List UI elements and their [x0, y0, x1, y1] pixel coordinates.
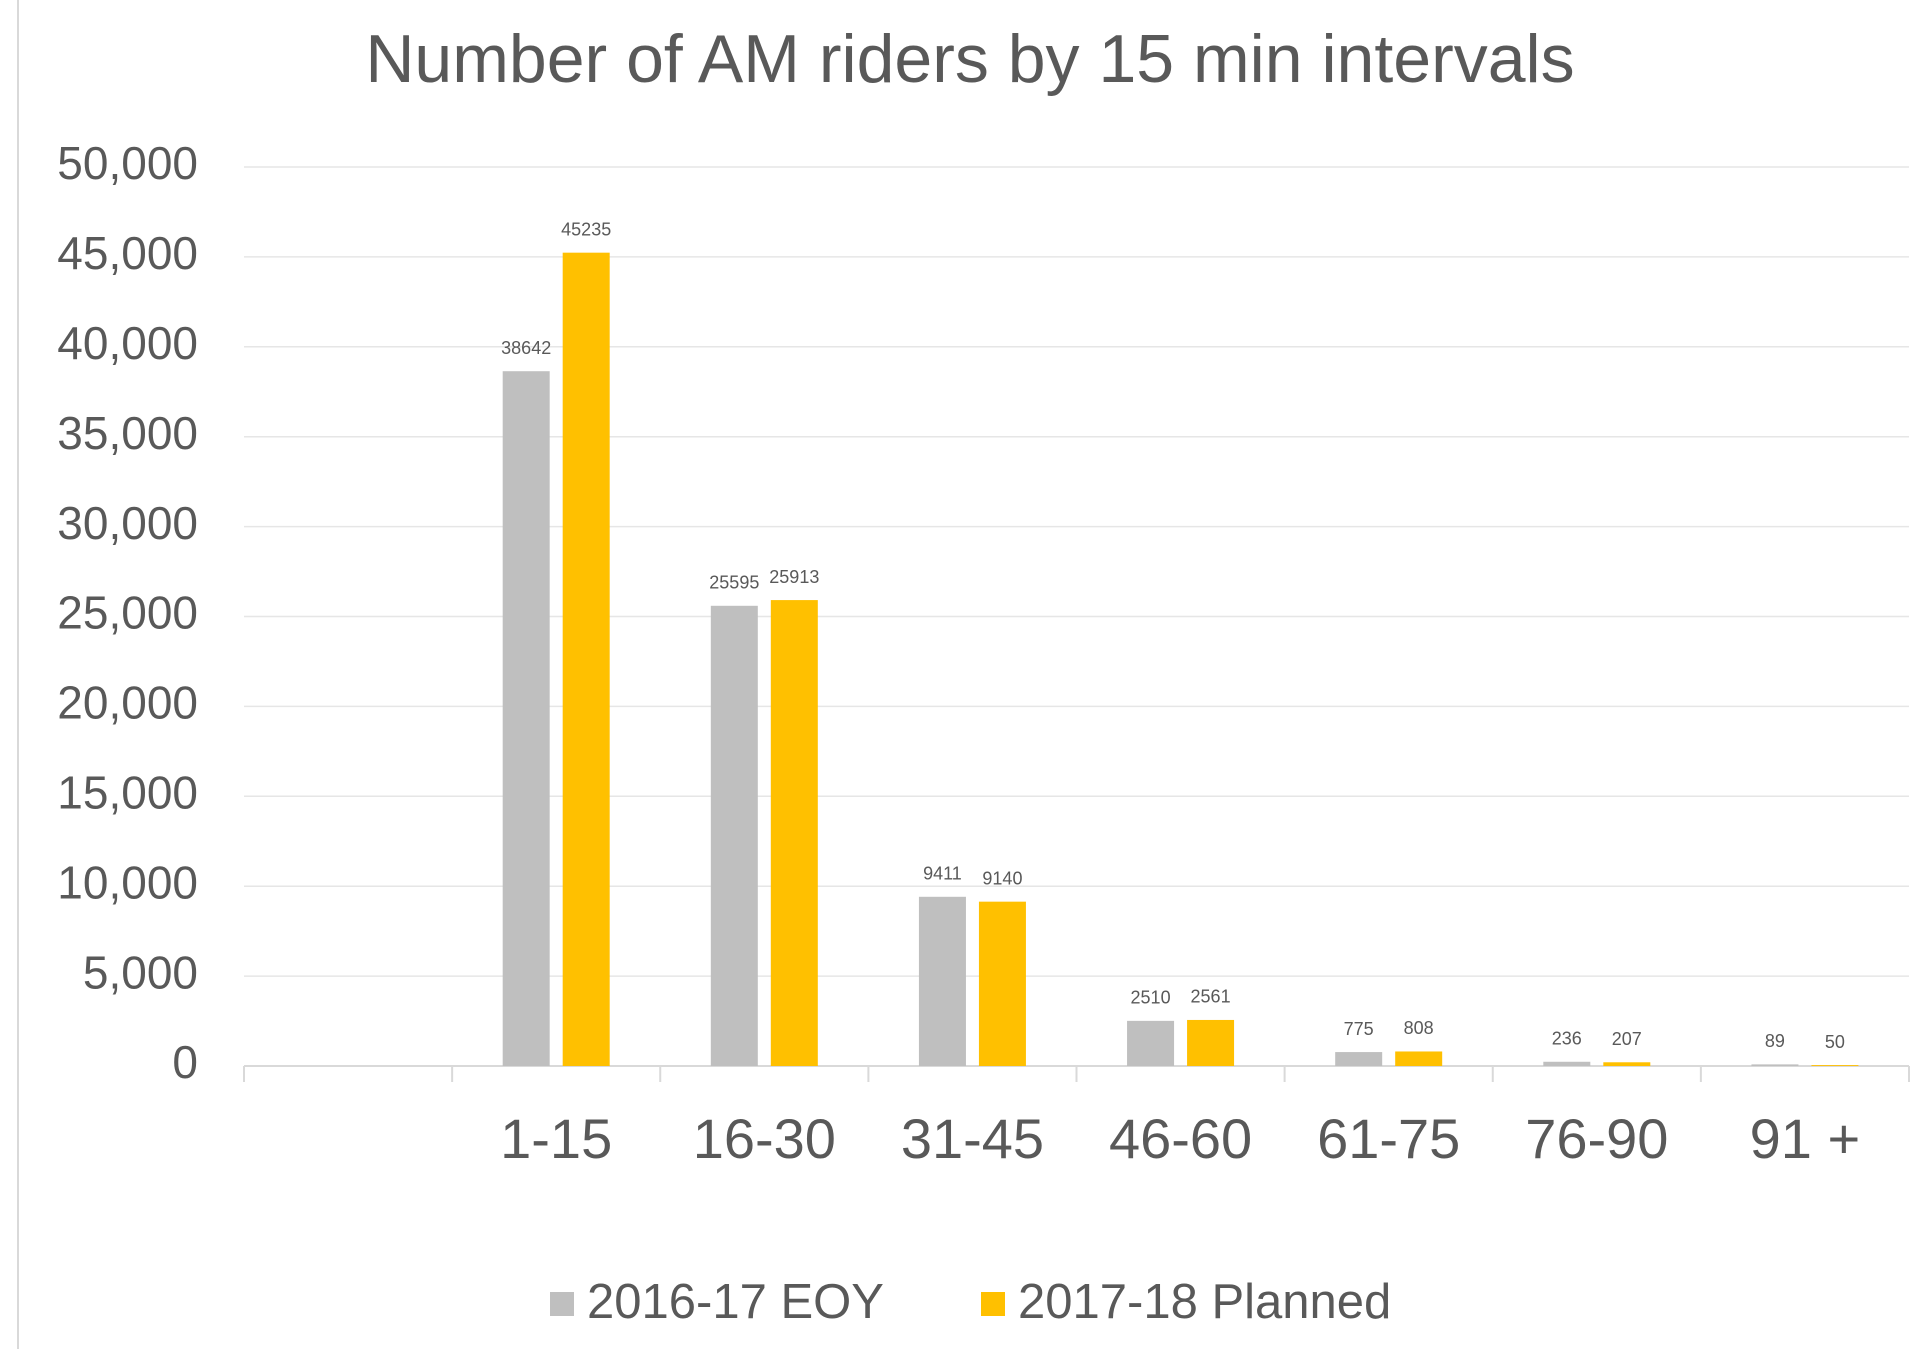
data-label: 25595: [709, 573, 759, 593]
bar: [1187, 1019, 1235, 1066]
data-label: 50: [1825, 1032, 1845, 1052]
y-tick-label: 15,000: [57, 766, 198, 818]
y-tick-label: 10,000: [57, 856, 198, 908]
bar: [1127, 1020, 1175, 1066]
data-label: 9140: [982, 868, 1022, 888]
x-tick-label: 16-30: [693, 1107, 836, 1170]
y-tick-label: 40,000: [57, 317, 198, 369]
data-label: 808: [1404, 1018, 1434, 1038]
y-tick-label: 20,000: [57, 677, 198, 729]
bar: [770, 600, 818, 1066]
bar: [710, 605, 758, 1066]
data-label: 25913: [769, 567, 819, 587]
y-tick-label: 5,000: [83, 946, 198, 998]
data-label: 45235: [561, 219, 611, 239]
y-tick-label: 0: [172, 1036, 198, 1088]
bar: [1335, 1052, 1383, 1066]
bar: [1543, 1061, 1591, 1066]
y-tick-label: 25,000: [57, 587, 198, 639]
data-label: 775: [1344, 1019, 1374, 1039]
bar: [502, 371, 550, 1067]
x-tick-label: 1-15: [500, 1107, 612, 1170]
y-tick-label: 45,000: [57, 227, 198, 279]
data-label: 89: [1765, 1031, 1785, 1051]
bar: [1395, 1051, 1443, 1066]
bar: [1751, 1064, 1799, 1066]
x-tick-label: 76-90: [1525, 1107, 1668, 1170]
data-label: 38642: [501, 338, 551, 358]
y-tick-label: 50,000: [57, 137, 198, 189]
data-label: 2510: [1131, 988, 1171, 1008]
bar: [918, 896, 966, 1066]
legend-label: 2017-18 Planned: [1018, 1275, 1391, 1329]
chart-title: Number of AM riders by 15 min intervals: [365, 21, 1574, 97]
legend-label: 2016-17 EOY: [587, 1275, 884, 1329]
bar: [1603, 1062, 1651, 1066]
data-label: 9411: [923, 864, 962, 884]
y-tick-label: 35,000: [57, 407, 198, 459]
data-label: 236: [1552, 1029, 1582, 1049]
legend-swatch: [550, 1292, 574, 1316]
data-label: 2561: [1191, 987, 1231, 1007]
x-tick-label: 61-75: [1317, 1107, 1460, 1170]
x-tick-label: 91 +: [1750, 1107, 1861, 1170]
y-tick-label: 30,000: [57, 497, 198, 549]
legend-swatch: [981, 1292, 1005, 1316]
data-label: 207: [1612, 1029, 1642, 1049]
x-tick-label: 31-45: [901, 1107, 1044, 1170]
bar: [1811, 1065, 1859, 1066]
bar: [978, 901, 1026, 1066]
x-tick-label: 46-60: [1109, 1107, 1252, 1170]
bar: [562, 252, 610, 1067]
